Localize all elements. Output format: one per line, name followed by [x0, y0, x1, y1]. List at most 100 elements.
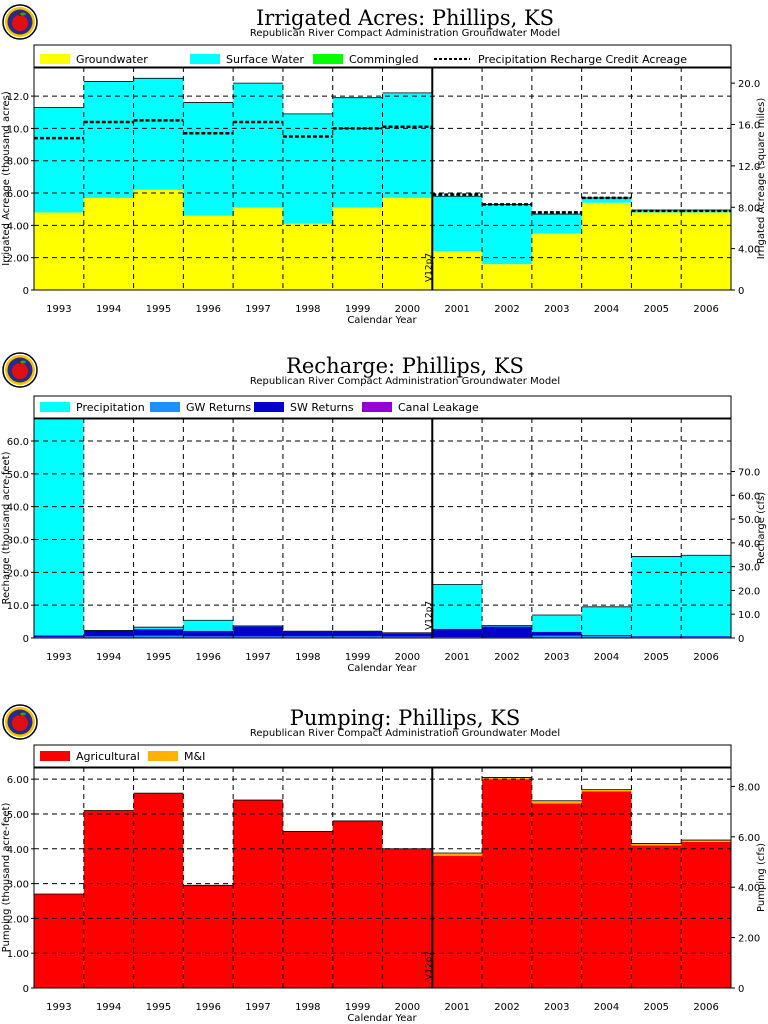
bar-agricultural: [282, 831, 333, 988]
y-tick-label: 20.0: [7, 568, 29, 579]
bar-agricultural: [432, 855, 483, 988]
y2-tick-label: 0: [738, 286, 744, 297]
legend-swatch: [254, 402, 284, 412]
bar-surface_water: [83, 81, 134, 198]
bar-mi: [482, 777, 532, 780]
x-axis-label: Calendar Year: [347, 1013, 417, 1024]
legend-label: Canal Leakage: [398, 401, 479, 414]
legend-swatch: [40, 751, 70, 761]
y-tick-label: 10.0: [7, 124, 29, 135]
y-tick-label: 6.00: [7, 775, 29, 786]
y-tick-label: 2.00: [7, 914, 29, 925]
logo-leaf: [20, 712, 26, 716]
bars: [34, 418, 731, 638]
y2-tick-label: 6.00: [738, 833, 760, 844]
y2-tick-label: 20.0: [738, 79, 760, 90]
y-tick-label: 10.0: [7, 601, 29, 612]
apple-icon: [2, 4, 38, 40]
x-tick-label: 2002: [494, 304, 519, 315]
x-tick-label: 2003: [544, 304, 569, 315]
x-tick-label: 2001: [444, 304, 469, 315]
x-tick-label: 1994: [96, 1002, 121, 1013]
bar-agricultural: [681, 841, 731, 988]
logo-apple: [12, 15, 28, 31]
version-marker-label: V12p7: [424, 601, 434, 630]
bar-agricultural: [581, 791, 632, 988]
x-tick-label: 1995: [146, 304, 171, 315]
legend-swatch: [190, 54, 220, 64]
bar-sw_returns: [34, 635, 84, 638]
x-tick-label: 1993: [46, 304, 71, 315]
legend-swatch: [313, 54, 343, 64]
y-tick-label: 40.0: [7, 503, 29, 514]
bar-sw_returns: [631, 636, 682, 637]
bar-precipitation: [531, 615, 582, 632]
y2-tick-label: 0: [738, 634, 744, 645]
legend-swatch: [40, 402, 70, 412]
bar-mi: [631, 843, 682, 846]
y2-tick-label: 30.0: [738, 563, 760, 574]
bar-surface_water: [183, 102, 234, 216]
y-tick-label: 0: [23, 286, 29, 297]
bar-gw_returns: [681, 636, 731, 638]
x-tick-label: 1999: [345, 1002, 370, 1013]
bar-mi: [681, 840, 731, 842]
bar-groundwater: [681, 212, 731, 290]
y-tick-label: 30.0: [7, 535, 29, 546]
grid: [34, 67, 731, 290]
apple-icon: [2, 704, 38, 740]
y-tick-label: 0: [23, 984, 29, 995]
bar-precipitation: [581, 606, 632, 636]
x-tick-label: 2000: [395, 652, 420, 663]
legend-swatch: [148, 751, 178, 761]
bar-sw_returns: [282, 631, 333, 637]
legend-label: Surface Water: [226, 53, 304, 66]
x-tick-label: 1997: [245, 304, 270, 315]
bar-groundwater: [432, 251, 483, 290]
y2-tick-label: 8.00: [738, 203, 760, 214]
y-tick-label: 4.00: [7, 221, 29, 232]
chart-title: Pumping: Phillips, KS: [290, 706, 521, 730]
bar-agricultural: [631, 845, 682, 988]
x-tick-label: 1996: [196, 1002, 221, 1013]
bar-groundwater: [83, 197, 134, 290]
grid: [34, 767, 731, 988]
x-tick-label: 2002: [494, 652, 519, 663]
bar-surface_water: [382, 92, 433, 198]
bar-sw_returns: [83, 630, 134, 637]
y-tick-label: 5.00: [7, 810, 29, 821]
x-tick-label: 2003: [544, 1002, 569, 1013]
bar-agricultural: [332, 820, 383, 988]
y2-tick-label: 60.0: [738, 491, 760, 502]
y-axis-label: Irrigated Acreage (thousand acres): [1, 91, 12, 266]
bar-sw_returns: [233, 626, 283, 637]
y-tick-label: 1.00: [7, 949, 29, 960]
bar-surface_water: [432, 196, 483, 252]
x-tick-label: 2002: [494, 1002, 519, 1013]
x-tick-label: 1995: [146, 652, 171, 663]
bar-surface_water: [233, 83, 283, 208]
y2-tick-label: 4.00: [738, 245, 760, 256]
chart-subtitle: Republican River Compact Administration …: [250, 728, 560, 739]
x-tick-label: 2004: [594, 304, 619, 315]
plot-frame: [33, 766, 732, 989]
x-tick-label: 1998: [295, 1002, 320, 1013]
x-tick-label: 2005: [644, 304, 669, 315]
x-tick-label: 2000: [395, 1002, 420, 1013]
bar-groundwater: [631, 212, 682, 290]
y-tick-label: 3.00: [7, 880, 29, 891]
y2-tick-label: 12.0: [738, 162, 760, 173]
bar-gw_returns: [382, 636, 433, 638]
bar-groundwater: [382, 197, 433, 290]
legend-label: Precipitation: [76, 401, 145, 414]
y-tick-label: 0: [23, 634, 29, 645]
bar-sw_returns: [482, 626, 532, 638]
bar-mi: [432, 852, 483, 856]
bar-sw_returns: [432, 628, 483, 638]
logo-leaf: [20, 360, 26, 364]
bar-groundwater: [482, 264, 532, 290]
bar-gw_returns: [282, 636, 333, 638]
y-tick-label: 12.0: [7, 92, 29, 103]
bar-mi: [531, 800, 582, 804]
